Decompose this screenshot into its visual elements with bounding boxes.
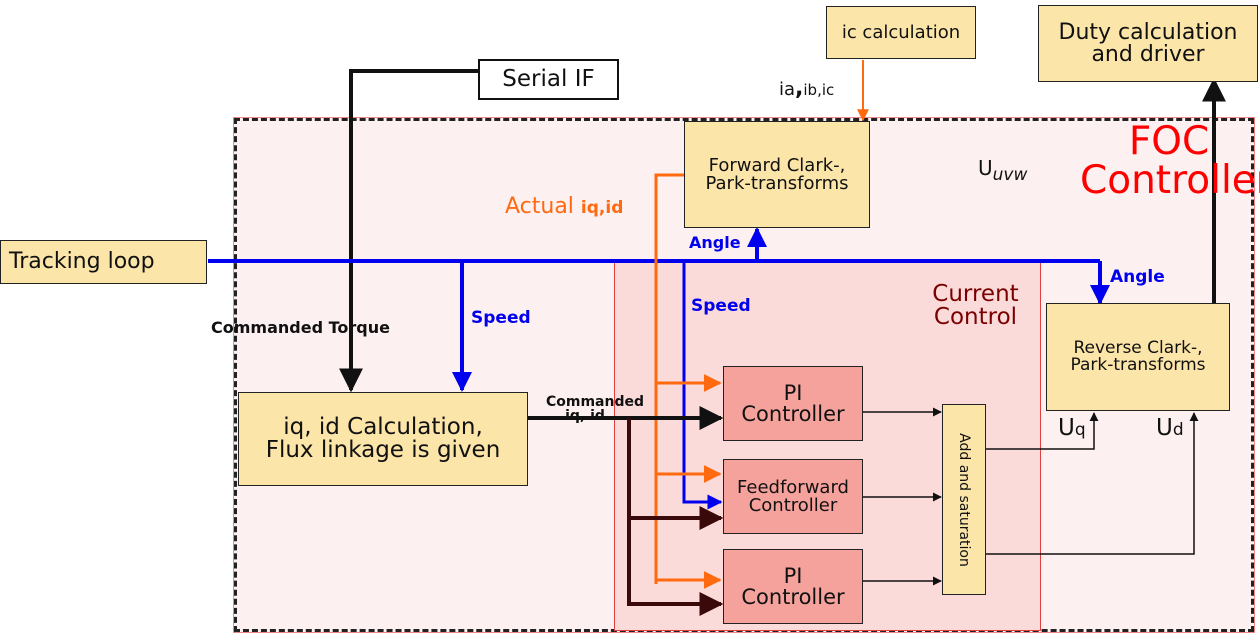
uuvw-sub: uvw [992,165,1028,185]
cmd-iqid-line2: iq, id [565,408,605,424]
forward-line2: Park-transforms [705,172,849,194]
ibic-text: ib,ic [803,81,835,99]
uuvw-main: U [978,156,993,180]
iabc-comma: , [795,76,804,101]
add-saturation-box: Add and saturation [942,404,986,595]
feedforward-controller-box: Feedforward Controller [723,459,863,534]
angle-speed-lines [208,227,1110,510]
reverse-line1: Reverse Clark-, [1073,338,1203,358]
commanded-torque-line [339,69,478,393]
commanded-torque-label: Commanded Torque [211,318,390,337]
ia-text: ia [779,79,796,100]
pi-controller-2-box: PI Controller [723,549,863,624]
current-line2: Control [933,304,1018,330]
tracking-loop-label: Tracking loop [9,249,155,274]
reverse-transform-box: Reverse Clark-, Park-transforms [1046,303,1230,411]
controller-output-lines [862,407,942,586]
angle-label-forward: Angle [689,233,741,252]
pi2-line1: PI [783,563,803,588]
speed-label-right: Speed [691,296,751,316]
commanded-iqid-lines [528,406,724,616]
ud-main: U [1156,415,1173,441]
ic-calculation-box: ic calculation [826,6,976,59]
actual-main: Actual [505,194,581,219]
serial-if-label: Serial IF [502,66,595,92]
forward-transform-box: Forward Clark-, Park-transforms [684,121,870,228]
foc-line1: FOC [1128,119,1210,164]
duty-line1: Duty calculation [1058,19,1238,45]
iqid-line2: Flux linkage is given [265,437,501,463]
uq-label: Uq [1058,417,1086,440]
ff-line2: Controller [748,494,838,516]
foc-line2: Controller [1080,158,1260,203]
ud-label: Ud [1156,417,1184,440]
actual-iqid-lines [654,173,722,589]
pi1-line1: PI [783,380,803,405]
pi2-line2: Controller [741,584,845,609]
uuvw-label: Uuvw [978,156,1027,184]
ff-line1: Feedforward [737,476,849,498]
add-saturation-label: Add and saturation [956,432,973,567]
ud-sub: d [1172,420,1184,440]
current-line1: Current [932,281,1019,307]
tracking-loop-box: Tracking loop [0,240,207,284]
duty-line2: and driver [1091,41,1205,67]
serial-if-box: Serial IF [478,59,619,100]
ic-calculation-label: ic calculation [841,21,961,43]
iqid-line1: iq, id Calculation, [283,414,483,440]
cmd-iqid-line1: Commanded [545,394,645,410]
commanded-iqid-label: Commanded iq, id [535,395,655,423]
pi1-line2: Controller [741,401,845,426]
reverse-line2: Park-transforms [1070,355,1206,375]
foc-controller-title: FOC Controller [1080,119,1260,203]
uq-ud-lines [986,412,1199,555]
actual-sub: iq,id [580,198,624,218]
duty-calculation-box: Duty calculation and driver [1038,5,1258,82]
iqid-calculation-box: iq, id Calculation, Flux linkage is give… [238,392,528,486]
uq-main: U [1058,415,1075,441]
speed-label-left: Speed [471,308,531,328]
angle-label-reverse: Angle [1110,267,1165,287]
current-control-title: Current Control [918,283,1033,329]
iabc-label: ia,ib,ic [779,78,834,100]
actual-iqid-label: Actual iq,id [505,196,623,218]
forward-line1: Forward Clark-, [708,154,846,176]
pi-controller-1-box: PI Controller [723,366,863,441]
uq-sub: q [1074,420,1086,440]
